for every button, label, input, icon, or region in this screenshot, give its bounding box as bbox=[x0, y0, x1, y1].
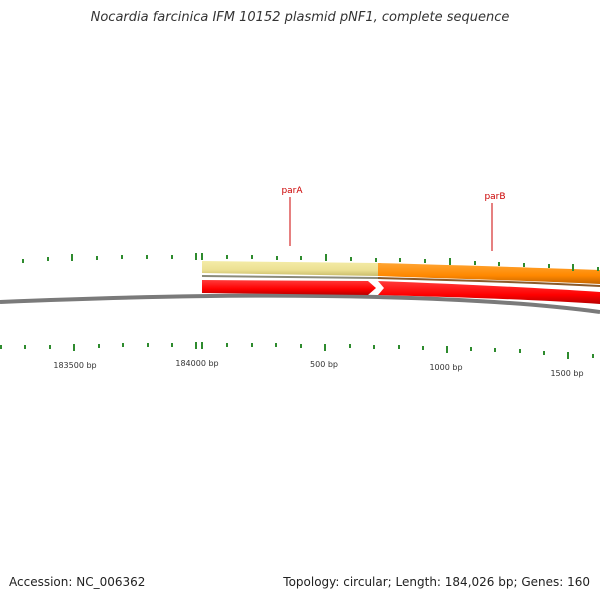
tick-mark-top-15 bbox=[375, 258, 377, 262]
tick-mark-bottom-5 bbox=[122, 343, 124, 347]
tick-mark-top-4 bbox=[121, 255, 123, 259]
tick-mark-top-3 bbox=[96, 256, 98, 260]
tick-mark-bottom-9 bbox=[201, 342, 203, 349]
cds-arrow-2[interactable] bbox=[378, 281, 600, 304]
scale-label-1000: 1000 bp bbox=[429, 363, 462, 372]
tick-mark-bottom-25 bbox=[592, 354, 594, 358]
scale-label-183500: 183500 bp bbox=[53, 361, 96, 370]
tick-mark-bottom-0 bbox=[0, 345, 2, 349]
gene-underline-parA bbox=[201, 275, 379, 279]
tick-mark-top-0 bbox=[22, 259, 24, 263]
accession-label: Accession: NC_006362 bbox=[9, 575, 146, 589]
map-title: Nocardia farcinica IFM 10152 plasmid pNF… bbox=[90, 10, 510, 25]
cds-arrow-1[interactable] bbox=[202, 280, 376, 295]
tick-mark-bottom-14 bbox=[324, 344, 326, 351]
tick-marks-bottom bbox=[0, 342, 594, 359]
tick-mark-bottom-8 bbox=[195, 342, 197, 349]
tick-mark-bottom-15 bbox=[349, 344, 351, 348]
tick-mark-bottom-11 bbox=[251, 343, 253, 347]
gene-label-parB: parB bbox=[484, 192, 505, 202]
tick-mark-bottom-23 bbox=[543, 351, 545, 355]
tick-mark-top-6 bbox=[171, 255, 173, 259]
tick-mark-top-10 bbox=[251, 255, 253, 259]
tick-mark-bottom-13 bbox=[300, 344, 302, 348]
tick-mark-bottom-7 bbox=[171, 343, 173, 347]
tick-mark-bottom-3 bbox=[73, 344, 75, 351]
tick-mark-top-24 bbox=[597, 267, 599, 271]
tick-mark-bottom-21 bbox=[494, 348, 496, 352]
tick-mark-top-1 bbox=[47, 257, 49, 261]
tick-mark-top-19 bbox=[474, 261, 476, 265]
tick-mark-bottom-18 bbox=[422, 346, 424, 350]
gene-bar-parA[interactable] bbox=[202, 261, 378, 276]
tick-mark-bottom-12 bbox=[275, 343, 277, 347]
tick-mark-top-8 bbox=[201, 253, 203, 260]
tick-mark-top-23 bbox=[572, 264, 574, 271]
map-summary: Topology: circular; Length: 184,026 bp; … bbox=[283, 575, 590, 589]
tick-mark-top-5 bbox=[146, 255, 148, 259]
tick-mark-top-7 bbox=[195, 253, 197, 260]
gene-underline-parB bbox=[377, 277, 600, 287]
tick-mark-bottom-24 bbox=[567, 352, 569, 359]
tick-mark-top-16 bbox=[399, 258, 401, 262]
tick-mark-bottom-4 bbox=[98, 344, 100, 348]
backbone-arc bbox=[0, 293, 600, 314]
tick-mark-bottom-20 bbox=[470, 347, 472, 351]
tick-mark-top-9 bbox=[226, 255, 228, 259]
tick-mark-top-12 bbox=[300, 256, 302, 260]
gene-label-parA: parA bbox=[281, 186, 303, 196]
tick-mark-bottom-19 bbox=[446, 346, 448, 353]
scale-label-184000: 184000 bp bbox=[175, 359, 218, 368]
tick-mark-bottom-10 bbox=[226, 343, 228, 347]
tick-mark-bottom-16 bbox=[373, 345, 375, 349]
gene-bar-parB[interactable] bbox=[378, 263, 600, 284]
tick-mark-top-14 bbox=[350, 257, 352, 261]
tick-mark-top-2 bbox=[71, 254, 73, 261]
tick-mark-bottom-2 bbox=[49, 345, 51, 349]
scale-label-1500: 1500 bp bbox=[550, 369, 583, 378]
tick-mark-bottom-1 bbox=[24, 345, 26, 349]
tick-mark-top-18 bbox=[449, 258, 451, 265]
tick-mark-top-11 bbox=[276, 256, 278, 260]
tick-mark-top-17 bbox=[424, 259, 426, 263]
tick-mark-bottom-6 bbox=[147, 343, 149, 347]
tick-mark-top-22 bbox=[548, 264, 550, 268]
tick-marks-top bbox=[22, 253, 599, 271]
tick-mark-top-20 bbox=[498, 262, 500, 266]
tick-mark-bottom-17 bbox=[398, 345, 400, 349]
tick-mark-bottom-22 bbox=[519, 349, 521, 353]
scale-label-500: 500 bp bbox=[310, 360, 338, 369]
tick-mark-top-13 bbox=[325, 254, 327, 261]
tick-mark-top-21 bbox=[523, 263, 525, 267]
